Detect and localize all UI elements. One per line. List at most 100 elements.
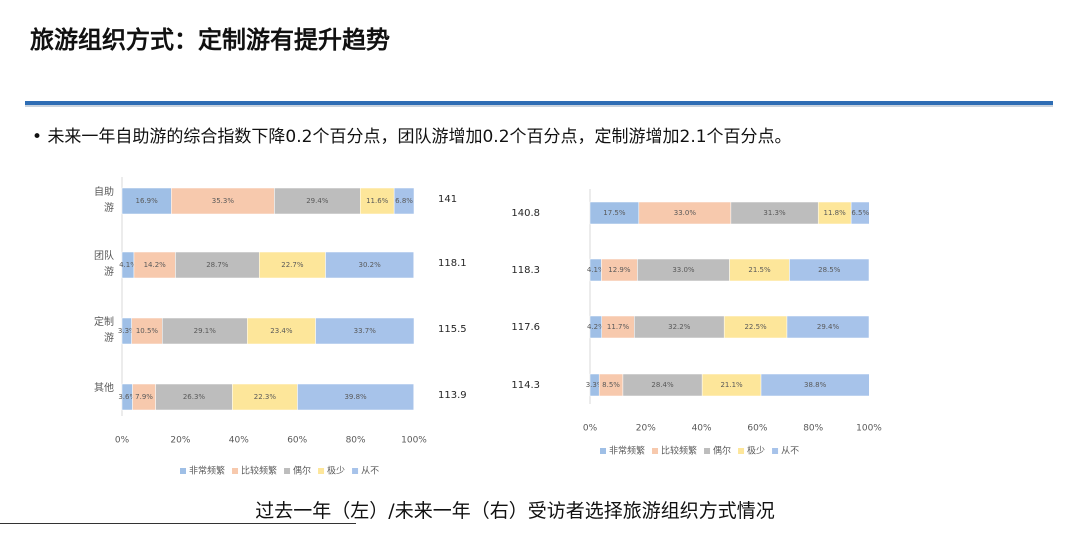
value-label: 11.7%: [607, 323, 630, 331]
legend-label: 非常频繁: [609, 445, 645, 457]
x-tick-label: 60%: [287, 436, 307, 446]
category-label: 其他: [94, 383, 114, 394]
value-label: 29.4%: [306, 197, 329, 205]
bar-segment: [155, 383, 233, 411]
x-tick-label: 100%: [401, 436, 427, 446]
bar-segment: [258, 251, 326, 279]
value-label: 4.2%: [587, 323, 605, 331]
bullet-text: 未来一年自助游的综合指数下降0.2个百分点，团队游增加0.2个百分点，定制游增加…: [47, 127, 792, 147]
legend-label: 比较频繁: [241, 465, 277, 477]
total-label: 115.5: [438, 324, 467, 335]
legend-swatch: [284, 468, 291, 474]
value-label: 33.7%: [354, 327, 377, 335]
total-label: 118.1: [438, 258, 467, 269]
value-label: 16.9%: [136, 197, 159, 205]
legend-swatch: [738, 448, 745, 454]
x-tick-label: 0%: [583, 424, 598, 434]
legend-swatch: [704, 448, 711, 454]
bar-segment: [850, 201, 870, 225]
x-tick-label: 40%: [229, 436, 249, 446]
value-label: 17.5%: [603, 209, 626, 217]
bar-segment: [760, 373, 870, 397]
value-label: 6.8%: [395, 197, 413, 205]
value-label: 33.0%: [672, 266, 695, 274]
legend-swatch: [600, 448, 606, 454]
value-label: 33.0%: [674, 209, 697, 217]
value-label: 32.2%: [668, 323, 691, 331]
value-label: 22.5%: [744, 323, 767, 331]
legend-label: 从不: [361, 466, 379, 477]
value-label: 22.7%: [281, 261, 304, 269]
value-label: 28.5%: [818, 266, 841, 274]
value-label: 14.2%: [144, 261, 167, 269]
bar-segment: [393, 187, 415, 215]
value-label: 10.5%: [136, 327, 159, 335]
category-label: 自助游: [94, 187, 114, 214]
caption-underline: [0, 523, 356, 524]
legend-swatch: [352, 468, 359, 474]
value-label: 11.6%: [366, 197, 389, 205]
value-label: 4.1%: [587, 266, 605, 274]
value-label: 26.3%: [183, 393, 206, 401]
category-label: 团队游: [94, 251, 114, 278]
value-label: 6.5%: [851, 209, 869, 217]
legend-label: 偶尔: [713, 445, 731, 457]
value-label: 23.4%: [270, 327, 293, 335]
bar-segment: [171, 187, 275, 215]
value-label: 38.8%: [804, 381, 827, 389]
legend-label: 偶尔: [293, 465, 311, 477]
x-tick-label: 40%: [692, 424, 712, 434]
value-label: 3.6%: [118, 393, 136, 401]
value-label: 29.1%: [194, 327, 217, 335]
total-label: 117.6: [511, 322, 540, 333]
value-label: 39.8%: [344, 393, 367, 401]
bar-segment: [133, 251, 176, 279]
x-tick-label: 80%: [346, 436, 366, 446]
bar-segment: [131, 317, 163, 345]
value-label: 31.3%: [763, 209, 786, 217]
bar-segment: [175, 251, 260, 279]
x-tick-label: 0%: [115, 436, 130, 446]
legend-swatch: [772, 448, 779, 454]
bar-segment: [274, 187, 361, 215]
total-label: 140.8: [511, 208, 540, 219]
category-label: 定制游: [94, 317, 114, 344]
x-tick-label: 60%: [747, 424, 767, 434]
x-tick-label: 20%: [636, 424, 656, 434]
total-label: 118.3: [511, 265, 540, 276]
value-label: 30.2%: [358, 261, 381, 269]
legend-label: 非常频繁: [189, 465, 225, 477]
value-label: 21.5%: [748, 266, 771, 274]
x-tick-label: 80%: [803, 424, 823, 434]
bar-segment: [789, 258, 870, 282]
value-label: 7.9%: [135, 393, 153, 401]
bar-segment: [247, 317, 316, 345]
value-label: 8.5%: [602, 381, 620, 389]
legend-label: 从不: [781, 446, 799, 457]
legend-swatch: [652, 448, 659, 454]
value-label: 22.3%: [254, 393, 277, 401]
value-label: 3.3%: [118, 327, 136, 335]
slide-title: 旅游组织方式：定制游有提升趋势: [30, 26, 390, 54]
title-rule: [25, 101, 1053, 107]
value-label: 11.8%: [824, 209, 847, 217]
value-label: 28.4%: [651, 381, 674, 389]
x-tick-label: 20%: [170, 436, 190, 446]
caption: 过去一年（左）/未来一年（右）受访者选择旅游组织方式情况: [255, 500, 775, 522]
total-label: 113.9: [438, 390, 467, 401]
total-label: 141: [438, 194, 457, 205]
legend-label: 极少: [747, 445, 765, 457]
value-label: 35.3%: [212, 197, 235, 205]
legend-swatch: [318, 468, 325, 474]
x-tick-label: 100%: [856, 424, 882, 434]
bar-segment: [315, 317, 415, 345]
total-label: 114.3: [511, 380, 540, 391]
bar-segment: [786, 315, 870, 339]
bar-segment: [232, 383, 298, 411]
value-label: 21.1%: [720, 381, 743, 389]
bullet: • 未来一年自助游的综合指数下降0.2个百分点，团队游增加0.2个百分点，定制游…: [32, 127, 792, 147]
value-label: 3.3%: [586, 381, 604, 389]
value-label: 29.4%: [817, 323, 840, 331]
